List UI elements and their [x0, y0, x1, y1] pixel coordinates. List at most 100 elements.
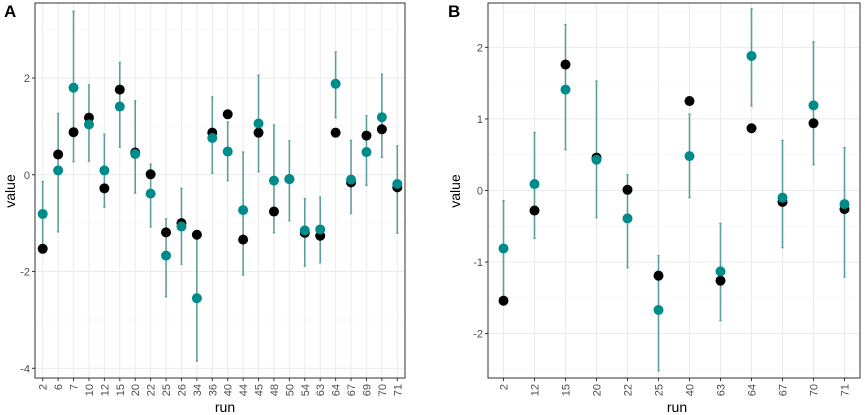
- panel-a-point-estimate: [83, 119, 94, 130]
- panel-a-x-tick-label: 64: [331, 384, 343, 396]
- panel-b-y-tick-label: 1: [477, 114, 483, 126]
- panel-b-point-estimate: [746, 50, 757, 61]
- panel-a-x-tick-label: 63: [315, 384, 327, 396]
- panel-a-x-tick-label: 71: [392, 384, 404, 396]
- panel-a-plot-background: [35, 3, 405, 378]
- panel-b-x-tick-label: 40: [685, 384, 697, 396]
- panel-a-x-tick-label: 2: [38, 384, 50, 390]
- panel-b-point-observed: [622, 184, 633, 195]
- panel-a-x-title: run: [215, 399, 235, 415]
- panel-b-point-estimate: [684, 151, 695, 162]
- panel-b-point-estimate: [653, 305, 664, 316]
- panel-a-x-tick-label: 10: [84, 384, 96, 396]
- panel-b-point-estimate: [839, 199, 850, 210]
- panel-a-x-tick-label: 70: [377, 384, 389, 396]
- panel-b-x-tick-label: 22: [623, 384, 635, 396]
- panel-a-point-observed: [37, 243, 48, 254]
- panel-b-point-observed: [684, 96, 695, 107]
- panel-a-x-tick-label: 44: [238, 384, 250, 396]
- panel-a-point-estimate: [176, 221, 187, 232]
- panel-b-x-tick-label: 67: [778, 384, 790, 396]
- panel-a-point-observed: [253, 127, 264, 138]
- panel-a-x-tick-label: 69: [361, 384, 373, 396]
- panel-b-y-title: value: [447, 174, 463, 208]
- panel-a-point-observed: [376, 124, 387, 135]
- panel-b-label: B: [448, 2, 460, 21]
- panel-a-point-estimate: [114, 101, 125, 112]
- panel-a-point-estimate: [284, 174, 295, 185]
- panel-a-point-estimate: [268, 175, 279, 186]
- panel-a-point-estimate: [207, 133, 218, 143]
- panel-a-y-title: value: [2, 174, 18, 208]
- panel-a-point-estimate: [161, 250, 172, 261]
- panel-a-x-tick-label: 26: [176, 384, 188, 396]
- panel-a-point-estimate: [376, 112, 387, 123]
- panel-a-x-tick-label: 22: [146, 384, 158, 396]
- panel-a-y-tick-label: -4: [20, 363, 30, 375]
- panel-b-point-estimate: [529, 179, 540, 190]
- panel-a-point-estimate: [315, 224, 326, 235]
- panel-b-x-tick-label: 25: [654, 384, 666, 396]
- panel-a-y-tick-label: 0: [24, 170, 30, 182]
- panel-a-point-estimate: [238, 205, 249, 216]
- panel-a-point-observed: [330, 127, 341, 138]
- panel-a-point-estimate: [361, 147, 372, 158]
- panel-a-point-estimate: [191, 293, 202, 304]
- panel-b-point-observed: [529, 205, 540, 216]
- panel-b-x-tick-label: 71: [840, 384, 852, 396]
- panel-b-point-observed: [808, 118, 819, 129]
- panel-b-point-observed: [746, 123, 757, 134]
- panel-a-x-tick-label: 40: [223, 384, 235, 396]
- panel-b-x-tick-label: 15: [561, 384, 573, 396]
- panel-b-y-tick-label: 2: [477, 42, 483, 54]
- panel-b-x-tick-label: 20: [592, 384, 604, 396]
- panel-a-point-observed: [145, 169, 156, 180]
- panel-a-point-observed: [68, 127, 79, 138]
- panel-b-x-tick-label: 63: [716, 384, 728, 396]
- panel-a-point-estimate: [392, 178, 403, 189]
- panel-a-point-estimate: [330, 78, 341, 89]
- panel-a-x-tick-label: 20: [130, 384, 142, 396]
- panel-a-x-tick-label: 34: [192, 384, 204, 396]
- panel-a-point-observed: [191, 229, 202, 240]
- panel-a-point-estimate: [68, 82, 79, 93]
- panel-a-x-tick-label: 50: [284, 384, 296, 396]
- panel-b-point-observed: [498, 295, 509, 306]
- panel-a-x-tick-label: 6: [53, 384, 65, 390]
- panel-b-point-estimate: [808, 100, 819, 111]
- panel-b-point-estimate: [591, 154, 602, 165]
- panel-b-point-observed: [715, 275, 726, 286]
- panel-a-point-observed: [53, 149, 64, 160]
- panel-a-x-tick-label: 54: [300, 384, 312, 396]
- panel-b-x-title: run: [667, 399, 687, 415]
- panel-a-point-observed: [222, 109, 233, 120]
- panel-a-y-tick-label: -2: [20, 267, 30, 279]
- panel-a-point-observed: [114, 84, 125, 95]
- panel-b-x-tick-label: 2: [499, 384, 511, 390]
- panel-a-point-observed: [161, 227, 172, 238]
- panel-b-point-observed: [560, 59, 571, 70]
- panel-b-x-tick-label: 12: [530, 384, 542, 396]
- panel-a-x-tick-label: 45: [254, 384, 266, 396]
- panel-b-point-estimate: [498, 243, 509, 254]
- panel-a-point-estimate: [99, 165, 110, 176]
- panel-b-point-observed: [653, 270, 664, 281]
- panel-a-point-estimate: [37, 208, 48, 219]
- panel-a-x-tick-label: 12: [99, 384, 111, 396]
- panel-a-point-estimate: [222, 146, 233, 157]
- panel-a-point-observed: [268, 206, 279, 217]
- panel-a-point-estimate: [299, 225, 310, 236]
- panel-a-point-observed: [361, 130, 372, 141]
- panel-a-point-observed: [99, 183, 110, 194]
- panel-a-point-estimate: [53, 165, 64, 176]
- panel-a-point-estimate: [253, 118, 264, 129]
- panel-b-y-tick-label: -2: [473, 329, 483, 341]
- panel-a-x-tick-label: 36: [207, 384, 219, 396]
- panel-a-panel-border: [34, 2, 406, 379]
- panel-a-x-tick-label: 67: [346, 384, 358, 396]
- panel-a-point-estimate: [145, 188, 156, 199]
- panel-b-point-estimate: [622, 213, 633, 224]
